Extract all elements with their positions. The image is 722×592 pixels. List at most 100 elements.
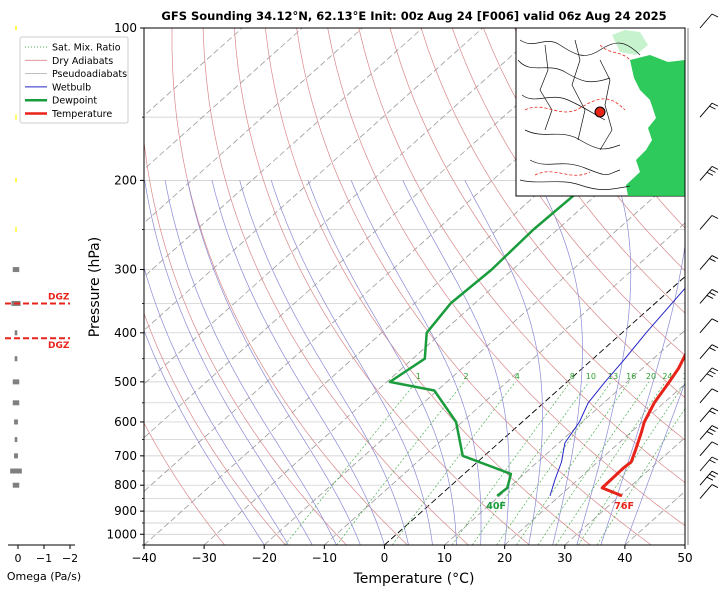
y-tick-label: 600 <box>114 415 137 429</box>
y-tick-label: 400 <box>114 326 137 340</box>
pseudoadiabat-line <box>464 180 543 545</box>
pseudoadiabat-line <box>270 180 433 545</box>
omega-bar <box>12 400 20 406</box>
omega-bar <box>12 267 20 273</box>
wind-barb-icon <box>699 456 719 472</box>
dry-adiabat-line <box>144 422 225 545</box>
x-tick-label: 30 <box>557 551 572 565</box>
dry-adiabat-line <box>233 28 530 545</box>
mixing-ratio-label: 1 <box>416 372 421 381</box>
pseudoadiabat-line <box>211 180 385 545</box>
omega-bar <box>15 226 17 232</box>
dry-adiabat-line <box>701 28 722 545</box>
dry-adiabat-line <box>389 28 685 441</box>
wind-barb-icon <box>699 13 719 29</box>
x-tick-label: −10 <box>312 551 337 565</box>
omega-bar <box>15 25 17 31</box>
wind-barb-icon <box>699 166 719 181</box>
pseudoadiabat-line <box>144 329 265 545</box>
x-tick-label: −20 <box>252 551 277 565</box>
wind-barb-icon <box>699 425 719 440</box>
wind-barb-icon <box>699 102 719 118</box>
x-tick-label: 20 <box>497 551 512 565</box>
dry-adiabat-line <box>202 28 469 545</box>
x-axis-label: Temperature (°C) <box>353 571 475 587</box>
x-tick-label: −40 <box>131 551 156 565</box>
legend-entry: Temperature <box>51 109 112 120</box>
pseudoadiabat-line <box>307 180 457 545</box>
mixing-ratio-line <box>471 381 590 545</box>
omega-bar <box>10 468 22 474</box>
isotherm-line <box>444 329 685 545</box>
pseudoadiabat-line <box>576 180 632 545</box>
wind-barb-icon <box>699 318 719 334</box>
pseudoadiabat-line <box>239 180 409 545</box>
omega-panel: DGZ DGZ 0 −1 −2 Omega (Pa/s) <box>5 25 81 583</box>
legend-entry: Dewpoint <box>52 96 97 107</box>
wind-barb-icon <box>699 367 719 383</box>
mixing-ratio-line <box>596 407 685 545</box>
dry-adiabat-line <box>483 28 685 314</box>
y-tick-label: 500 <box>114 375 137 389</box>
pseudoadiabat-line <box>600 243 685 545</box>
surface-temperature-label: 76F <box>614 501 634 512</box>
isotherm-line <box>144 28 543 385</box>
y-tick-label: 200 <box>114 173 137 187</box>
dry-adiabat-line <box>144 312 286 545</box>
omega-bar <box>14 437 18 443</box>
location-marker-icon <box>594 106 606 118</box>
omega-tick-label: −1 <box>36 552 52 565</box>
wind-barbs <box>687 13 719 545</box>
x-tick-label: 10 <box>437 551 452 565</box>
pseudoadiabat-line <box>350 180 482 545</box>
dry-adiabat-line <box>265 28 591 545</box>
isotherm-line <box>504 383 685 545</box>
inset-dashed-contours <box>524 44 631 176</box>
wind-barb-icon <box>699 289 719 304</box>
pseudoadiabat-line <box>624 381 685 545</box>
wind-barb-icon <box>699 441 719 457</box>
wind-barb-icon <box>699 255 719 270</box>
x-tick-label: 50 <box>677 551 692 565</box>
surface-dewpoint-label: 40F <box>486 501 506 512</box>
mixing-ratio-label: 8 <box>570 372 575 381</box>
y-axis-label: Pressure (hPa) <box>87 237 103 337</box>
mixing-ratio-label: 30 <box>683 372 693 381</box>
isotherm-line <box>203 115 685 545</box>
isotherm-line <box>144 61 685 545</box>
dry-adiabat-line <box>514 28 685 272</box>
omega-axis-label: Omega (Pa/s) <box>7 570 81 583</box>
dry-adiabat-line <box>144 138 347 545</box>
y-tick-label: 1000 <box>106 527 137 541</box>
mixing-ratio-line <box>496 381 612 545</box>
omega-bar <box>14 330 18 336</box>
omega-tick-label: −2 <box>62 552 78 565</box>
mixing-ratio-label: 2 <box>464 372 469 381</box>
omega-bar <box>15 114 17 120</box>
pseudoadiabat-line <box>187 180 361 545</box>
wind-barb-icon <box>699 215 719 230</box>
mixing-ratio-line <box>516 381 630 545</box>
dry-adiabat-line <box>296 28 652 545</box>
inset-precip-area <box>626 55 685 196</box>
mixing-ratio-line <box>578 382 685 545</box>
legend: Sat. Mix. Ratio Dry Adiabats Pseudoadiabat… <box>19 36 129 124</box>
y-tick-label: 100 <box>114 21 137 35</box>
mixing-ratio-line <box>391 381 516 545</box>
wetbulb-line <box>549 287 685 497</box>
isotherm-line <box>144 28 483 331</box>
omega-bar <box>12 379 20 385</box>
dgz-label: DGZ <box>48 341 70 351</box>
dgz-label: DGZ <box>48 292 70 302</box>
background-guides: 1 2 4 8 10 13 16 20 24 30 36 <box>144 28 722 545</box>
omega-bar <box>14 419 18 425</box>
y-tick-label: 300 <box>114 263 137 277</box>
plot-frame <box>143 27 686 546</box>
wind-barb-icon <box>699 388 719 404</box>
dry-adiabat-line <box>171 28 408 545</box>
omega-bar <box>12 482 20 488</box>
mixing-ratio-label: 10 <box>586 372 596 381</box>
chart-title: GFS Sounding 34.12°N, 62.13°E Init: 00z … <box>161 9 666 23</box>
pseudoadiabat-line <box>537 180 583 545</box>
omega-bar <box>14 453 18 459</box>
